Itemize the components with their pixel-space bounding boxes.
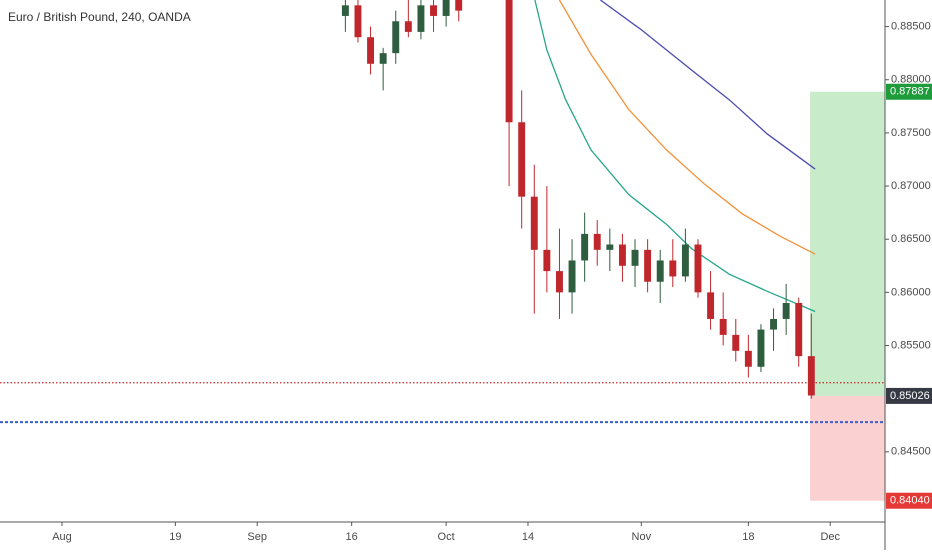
candle-body bbox=[430, 5, 437, 16]
y-tick-label: 0.86500 bbox=[891, 233, 931, 245]
candle-body bbox=[518, 122, 526, 197]
candle-body bbox=[618, 244, 626, 266]
candle-body bbox=[681, 244, 689, 277]
y-tick-label: 0.87000 bbox=[891, 180, 931, 192]
price-label-bg bbox=[886, 387, 932, 404]
chart-title: Euro / British Pound, 240, OANDA bbox=[8, 10, 191, 24]
candle-body bbox=[795, 302, 803, 357]
x-tick-label: Nov bbox=[632, 531, 652, 543]
plot-area bbox=[0, 0, 885, 501]
x-tick-label: 18 bbox=[742, 531, 754, 543]
moving-average bbox=[558, 0, 816, 255]
candle-body bbox=[581, 233, 589, 261]
x-tick-label: Oct bbox=[438, 531, 455, 543]
loss-zone bbox=[810, 395, 885, 501]
candle-body bbox=[782, 302, 790, 319]
candle-body bbox=[656, 260, 664, 282]
candle-body bbox=[530, 196, 538, 250]
candle-body bbox=[543, 249, 551, 272]
y-tick-label: 0.86000 bbox=[891, 286, 931, 298]
candle-body bbox=[744, 350, 752, 367]
x-tick-label: 19 bbox=[169, 531, 181, 543]
candle-body bbox=[455, 0, 463, 11]
price-label-bg bbox=[886, 83, 932, 100]
candle-body bbox=[442, 0, 450, 16]
candle-body bbox=[707, 292, 715, 319]
candle-body bbox=[417, 5, 425, 32]
y-tick-label: 0.88000 bbox=[891, 74, 931, 86]
candle-body bbox=[392, 21, 400, 54]
candle-body bbox=[732, 334, 740, 351]
candle-body bbox=[807, 356, 815, 396]
price-label: 0.84040 bbox=[890, 495, 930, 507]
candle-body bbox=[631, 249, 639, 266]
y-tick-label: 0.88500 bbox=[891, 20, 931, 32]
y-tick-label: 0.84500 bbox=[891, 446, 931, 458]
candle-body bbox=[354, 5, 362, 38]
price-label: 0.85026 bbox=[890, 390, 930, 402]
x-tick-label: Sep bbox=[247, 531, 267, 543]
price-label-bg bbox=[886, 492, 932, 509]
x-tick-label: 14 bbox=[522, 531, 534, 543]
candle-body bbox=[404, 21, 412, 32]
candle-body bbox=[341, 5, 349, 16]
candle-body bbox=[694, 244, 702, 293]
candle-body bbox=[644, 249, 652, 282]
candle-body bbox=[770, 318, 778, 330]
candle-body bbox=[757, 329, 765, 367]
moving-average bbox=[600, 0, 816, 170]
price-label: 0.87887 bbox=[890, 86, 930, 98]
moving-average bbox=[534, 0, 816, 313]
candle-body bbox=[719, 318, 727, 335]
candle-body bbox=[555, 271, 563, 293]
x-tick-label: 16 bbox=[346, 531, 358, 543]
y-tick-label: 0.85500 bbox=[891, 339, 931, 351]
candle-body bbox=[606, 244, 614, 250]
y-tick-label: 0.87500 bbox=[891, 127, 931, 139]
candle-body bbox=[367, 37, 375, 64]
x-tick-label: Dec bbox=[820, 531, 840, 543]
candle-body bbox=[568, 260, 576, 293]
candle-body bbox=[669, 260, 677, 277]
x-tick-label: Aug bbox=[52, 531, 72, 543]
candle-body bbox=[379, 53, 387, 64]
candle-body bbox=[593, 233, 601, 250]
profit-zone bbox=[810, 91, 885, 396]
candle-body bbox=[505, 0, 513, 123]
